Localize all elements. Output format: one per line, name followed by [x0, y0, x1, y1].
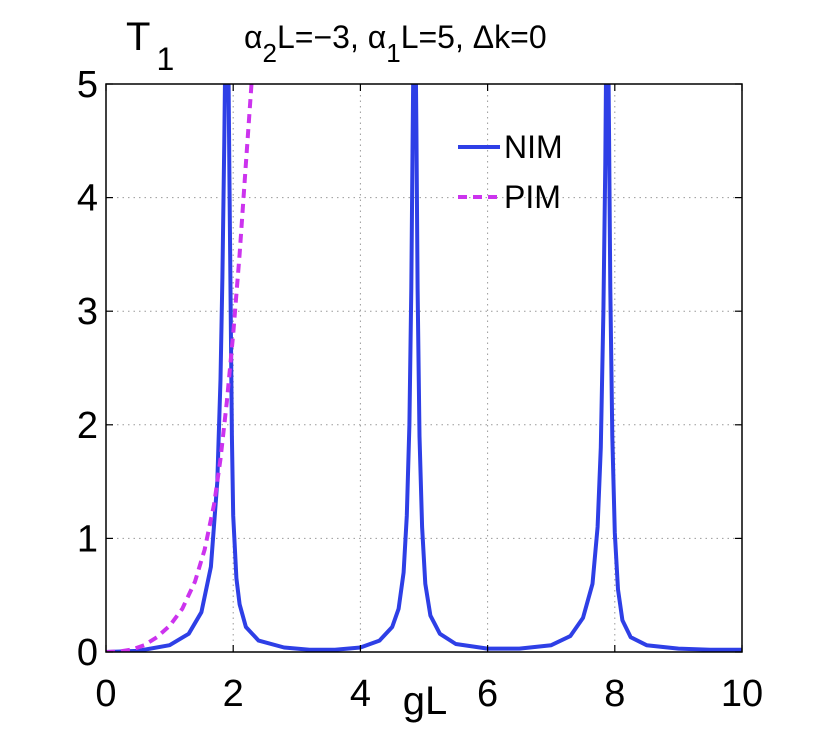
- y-tick-label: 2: [77, 405, 98, 447]
- series-layer: [106, 84, 742, 652]
- x-tick-label: 2: [223, 673, 244, 715]
- y-tick-label: 0: [77, 632, 98, 674]
- y-tick-label: 4: [77, 178, 98, 220]
- y-tick-label: 1: [77, 518, 98, 560]
- chart-title-part: 1: [386, 38, 400, 68]
- y-tick-label: 5: [77, 64, 98, 106]
- x-tick-label: 0: [95, 673, 116, 715]
- chart-title-part: L=−3, α: [277, 19, 386, 55]
- y-axis-label-main: T: [126, 15, 150, 59]
- plot-frame: [105, 83, 743, 653]
- x-tick-label: 6: [477, 673, 498, 715]
- x-tick-label: 4: [350, 673, 371, 715]
- y-tick-label: 3: [77, 291, 98, 333]
- chart-title-part: α: [244, 19, 263, 55]
- series-line-pim: [106, 84, 254, 652]
- legend: NIM PIM: [458, 129, 563, 215]
- chart-title-part: L=5, Δk=0: [401, 19, 547, 55]
- legend-label-nim: NIM: [504, 129, 563, 165]
- y-axis-label-subscript: 1: [156, 41, 174, 77]
- x-axis-label: gL: [403, 679, 448, 723]
- chart-title-part: 2: [263, 38, 277, 68]
- y-tick-labels: 0 1 2 3 4 5: [77, 64, 98, 674]
- x-tick-labels: 0 2 4 6 8 10: [95, 673, 763, 715]
- x-tick-label: 10: [721, 673, 763, 715]
- legend-label-pim: PIM: [504, 179, 561, 215]
- chart-title: α2L=−3, α1L=5, Δk=0: [244, 19, 547, 68]
- x-tick-label: 8: [604, 673, 625, 715]
- ticks: [105, 83, 743, 653]
